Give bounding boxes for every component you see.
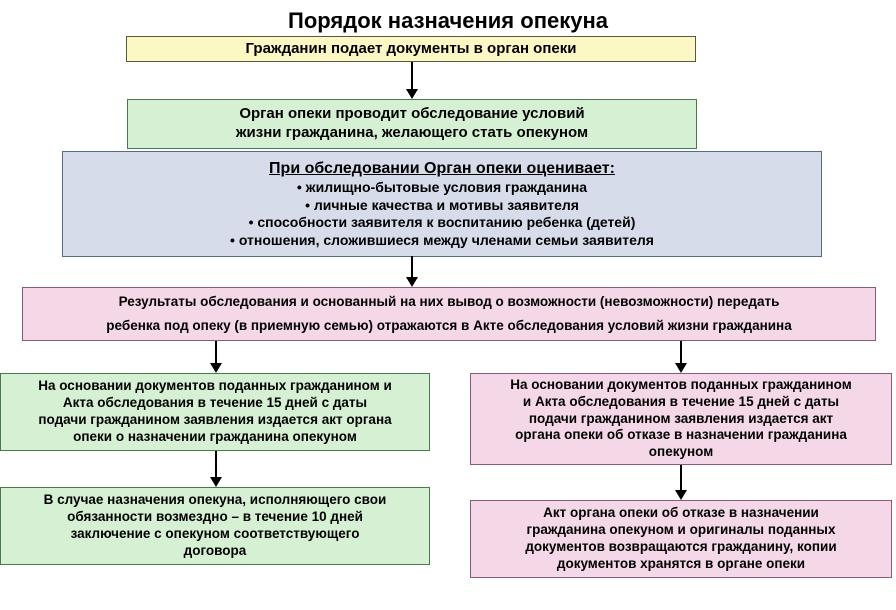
box-3-item: • отношения, сложившиеся между членами с… (230, 232, 654, 250)
diagram-title: Порядок назначения опекуна (0, 8, 896, 34)
box-3-item: • способности заявителя к воспитанию реб… (230, 214, 654, 232)
arrow-line (680, 341, 682, 364)
box-step-7-contract: В случае назначения опекуна, исполняющег… (0, 487, 430, 565)
arrow-head-icon (675, 363, 687, 373)
box-6-line5: опекуном (649, 444, 713, 461)
arrow-line (215, 451, 217, 478)
box-5-line4: опеки о назначении гражданина опекуном (73, 429, 357, 446)
box-step-6-refuse: На основании документов поданных граждан… (470, 373, 892, 465)
box-7-line2: обязанности возмездно – в течение 10 дне… (67, 509, 363, 526)
box-4-line2: ребенка под опеку (в приемную семью) отр… (106, 314, 791, 338)
arrow-head-icon (406, 277, 418, 287)
arrow-head-icon (675, 490, 687, 500)
box-step-1-citizen-submits: Гражданин подает документы в орган опеки (126, 36, 696, 62)
box-2-line1: Орган опеки проводит обследование услови… (239, 105, 584, 124)
box-3-items: • жилищно-бытовые условия гражданина• ли… (230, 179, 654, 249)
box-8-line1: Акт органа опеки об отказе в назначении (543, 505, 819, 522)
box-5-line1: На основании документов поданных граждан… (38, 378, 392, 395)
box-4-line1: Результаты обследования и основанный на … (119, 290, 780, 314)
box-step-2-inspection: Орган опеки проводит обследование услови… (127, 99, 697, 149)
arrow-head-icon (210, 363, 222, 373)
arrow-line (215, 341, 217, 364)
box-3-item: • личные качества и мотивы заявителя (230, 197, 654, 215)
box-7-line3: заключение с опекуном соответствующего (71, 526, 360, 543)
arrow-line (411, 62, 413, 90)
box-7-line4: договора (184, 543, 247, 560)
box-2-line2: жизни гражданина, желающего стать опекун… (236, 124, 588, 143)
box-5-line2: Акта обследования в течение 15 дней с да… (63, 395, 367, 412)
arrow-line (411, 256, 413, 278)
box-1-text: Гражданин подает документы в орган опеки (246, 40, 577, 59)
box-8-line4: документов хранятся в органе опеки (557, 556, 805, 573)
box-5-line3: подачи гражданином заявления издается ак… (38, 412, 391, 429)
arrow-head-icon (210, 477, 222, 487)
box-6-line4: органа опеки об отказе в назначении граж… (515, 427, 847, 444)
box-7-line1: В случае назначения опекуна, исполняющег… (44, 492, 387, 509)
box-6-line3: подачи гражданином заявления издается ак… (529, 411, 833, 428)
arrow-line (680, 465, 682, 491)
arrow-head-icon (406, 89, 418, 99)
box-step-3-evaluation: При обследовании Орган опеки оценивает: … (62, 151, 822, 257)
box-6-line2: и Акта обследования в течение 15 дней с … (523, 394, 839, 411)
box-step-5-appoint: На основании документов поданных граждан… (0, 373, 430, 451)
box-8-line2: гражданина опекуном и оригиналы поданных (527, 522, 836, 539)
box-6-line1: На основании документов поданных граждан… (510, 377, 851, 394)
box-step-8-return-docs: Акт органа опеки об отказе в назначении … (470, 500, 892, 578)
box-step-4-results: Результаты обследования и основанный на … (22, 287, 876, 341)
box-3-item: • жилищно-бытовые условия гражданина (230, 179, 654, 197)
box-8-line3: документов возвращаются гражданину, копи… (525, 539, 836, 556)
box-3-header: При обследовании Орган опеки оценивает: (269, 159, 615, 179)
